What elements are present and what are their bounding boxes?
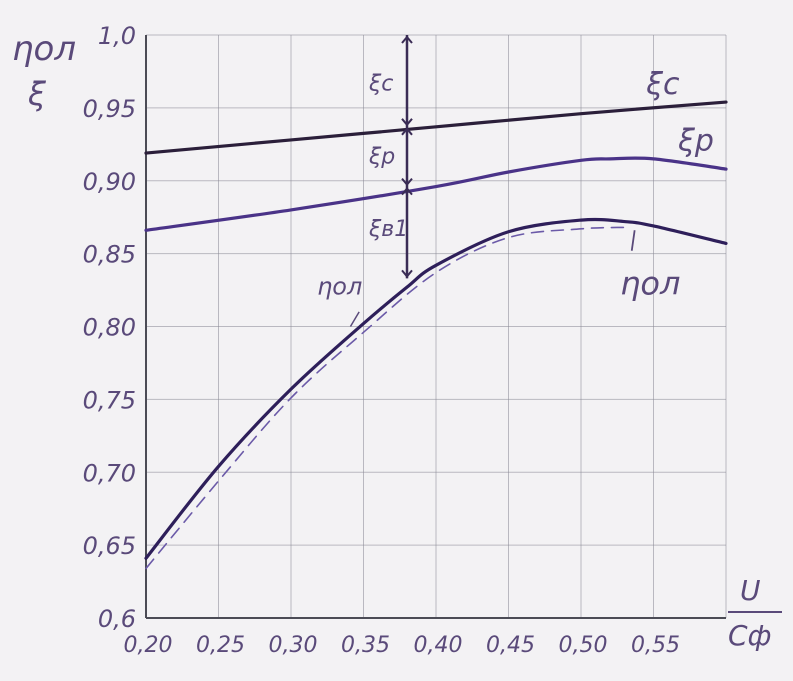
x-tick-label: 0,30 [269,633,318,658]
y-tick-label: 0,80 [83,314,136,342]
arrowhead-xi-p [401,177,413,187]
annotation-label: ηол [620,264,680,302]
annotation-label: ξс [368,71,393,96]
y-tick-label: 0,90 [83,168,136,196]
arrowhead-top [401,35,413,44]
eta-pointer-left [349,311,360,327]
y-tick-label: 0,95 [83,95,136,123]
series-line-4 [145,226,626,570]
series-line-2 [144,156,728,232]
eta-pointer-right [630,230,636,251]
series-line-1 [144,100,728,155]
arrowhead-xi-p-top [401,127,413,136]
annotation-label: ξв1 [368,217,408,242]
x-tick-label: 0,50 [559,633,608,658]
x-tick-label: 0,40 [414,633,463,658]
y-tick-label: 1,0 [98,22,136,50]
annotation-label: ξс [645,67,680,102]
annotation-label: ξр [677,124,714,159]
series-layer [144,35,728,570]
y-tick-label: 0,65 [83,532,136,560]
annotation-label: ξр [368,144,395,169]
xlabel-denominator: Cф [728,619,772,652]
x-tick-label: 0,35 [341,633,390,658]
grid [145,34,727,619]
y-tick-label: 0,85 [83,241,136,269]
axes [145,35,726,619]
ylabel-bottom: ξ [27,75,47,113]
annotation-label: ηол [317,272,362,300]
arrowhead-xi-c [401,118,413,127]
x-tick-label: 0,45 [486,633,535,658]
xlabel-numerator: U [740,574,761,607]
y-tick-label: 0,70 [83,459,136,487]
ylabel-top: ηол [12,29,76,69]
series-line-3 [144,217,728,560]
y-tick-label: 0,6 [98,605,136,633]
x-tick-label: 0,55 [631,633,680,658]
x-tick-label: 0,25 [196,633,245,658]
arrowhead-xi-b-top [401,187,413,196]
labels-layer: ηол ξ U Cф 0,6 0,65 0,70 0,75 0,80 0,85 0,90 0,… [12,22,782,658]
x-tick-label: 0,20 [124,633,173,658]
arrowhead-xi-b [401,269,413,278]
y-tick-label: 0,75 [83,386,136,414]
